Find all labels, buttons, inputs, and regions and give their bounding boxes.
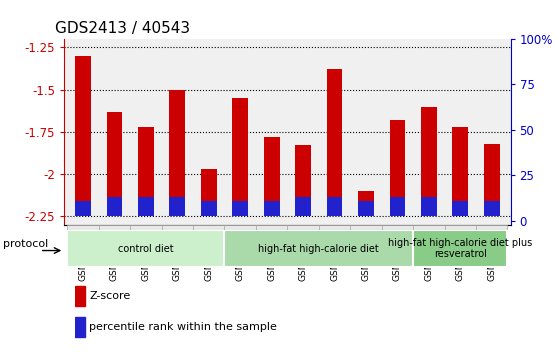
Bar [201,201,217,216]
Bar [295,197,311,216]
Bar [224,225,256,230]
Bar [201,169,217,216]
Bar [75,316,85,337]
Bar [484,144,499,216]
Bar [162,225,193,230]
Bar [75,56,91,216]
Bar [138,127,154,216]
Bar [319,225,350,230]
Text: GDS2413 / 40543: GDS2413 / 40543 [55,21,190,36]
Bar [295,145,311,216]
Bar [170,90,185,216]
Bar [287,225,319,230]
Bar [453,127,468,216]
Bar [476,225,507,230]
Bar [68,230,224,267]
Text: percentile rank within the sample: percentile rank within the sample [89,322,277,332]
Bar [232,98,248,216]
Bar [453,201,468,216]
Bar [326,197,343,216]
Text: high-fat high-calorie diet plus
resveratrol: high-fat high-calorie diet plus resverat… [388,238,532,259]
Bar [264,201,280,216]
Bar [445,225,476,230]
Text: Z-score: Z-score [89,291,131,301]
Bar [75,286,85,307]
Bar [232,201,248,216]
Bar [193,225,224,230]
Text: control diet: control diet [118,244,174,254]
Bar [68,225,99,230]
Bar [389,120,405,216]
Bar [170,197,185,216]
Bar [107,112,122,216]
Bar [264,137,280,216]
Bar [358,201,374,216]
Bar [350,225,382,230]
Bar [413,230,507,267]
Text: high-fat high-calorie diet: high-fat high-calorie diet [258,244,379,254]
Bar [107,197,122,216]
Bar [389,197,405,216]
Bar [75,201,91,216]
Bar [421,107,437,216]
Bar [99,225,130,230]
Bar [256,225,287,230]
Bar [413,225,445,230]
Bar [138,197,154,216]
Bar [358,191,374,216]
Bar [130,225,162,230]
Bar [421,197,437,216]
Bar [382,225,413,230]
Bar [224,230,413,267]
Bar [326,69,343,216]
Bar [484,201,499,216]
Text: protocol: protocol [3,239,49,249]
